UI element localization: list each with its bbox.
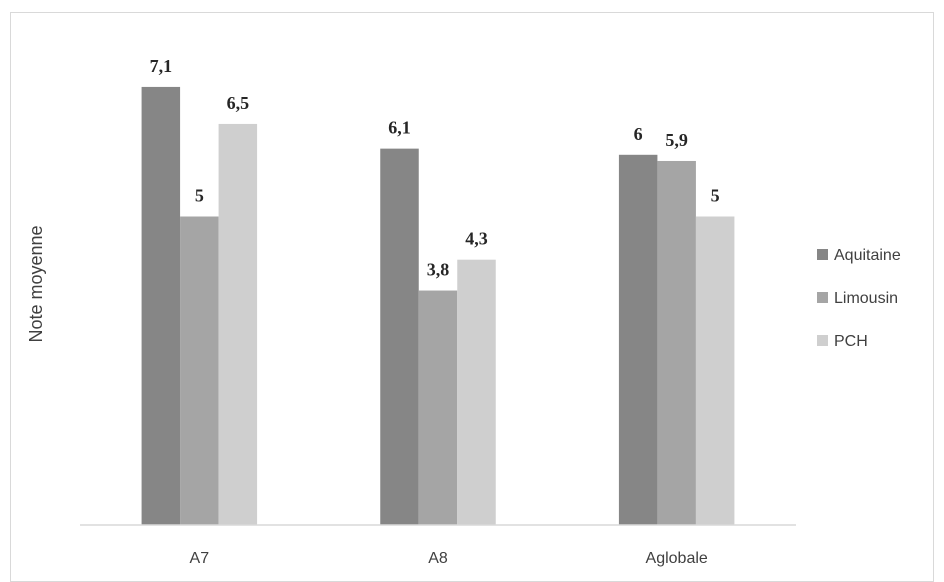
legend: Aquitaine Limousin PCH [817, 247, 901, 350]
x-tick-labels: A7 A8 Aglobale [190, 550, 708, 567]
legend-swatch-pch [817, 335, 828, 346]
x-tick-a8: A8 [428, 550, 448, 567]
bar-aquitaine-aglobale [618, 154, 658, 526]
legend-label-pch: PCH [834, 333, 868, 350]
data-label-aquitaine-a8: 6,1 [388, 118, 411, 138]
bar-pch-aglobale [695, 216, 735, 525]
x-tick-aglobale: Aglobale [646, 550, 708, 567]
data-labels-layer: 7,1 5 6,5 6,1 3,8 4,3 6 5,9 5 [150, 56, 720, 280]
bar-aquitaine-a7 [141, 86, 181, 526]
legend-swatch-aquitaine [817, 249, 828, 260]
bar-pch-a7 [218, 123, 258, 525]
data-label-limousin-a7: 5 [195, 186, 204, 206]
legend-label-limousin: Limousin [834, 290, 898, 307]
legend-label-aquitaine: Aquitaine [834, 247, 901, 264]
data-label-aquitaine-aglobale: 6 [634, 124, 643, 144]
x-tick-a7: A7 [190, 550, 210, 567]
bars-layer [141, 86, 735, 526]
bar-limousin-a7 [180, 216, 219, 525]
data-label-limousin-a8: 3,8 [427, 260, 450, 280]
bar-limousin-a8 [418, 290, 458, 525]
data-label-pch-aglobale: 5 [711, 186, 720, 206]
bar-pch-a8 [457, 259, 496, 525]
y-axis-title: Note moyenne [26, 225, 46, 342]
data-label-limousin-aglobale: 5,9 [665, 130, 688, 150]
bar-aquitaine-a8 [380, 148, 419, 525]
data-label-pch-a8: 4,3 [465, 229, 488, 249]
legend-swatch-limousin [817, 292, 828, 303]
data-label-aquitaine-a7: 7,1 [150, 56, 173, 76]
data-label-pch-a7: 6,5 [227, 93, 250, 113]
bar-limousin-aglobale [657, 160, 696, 525]
